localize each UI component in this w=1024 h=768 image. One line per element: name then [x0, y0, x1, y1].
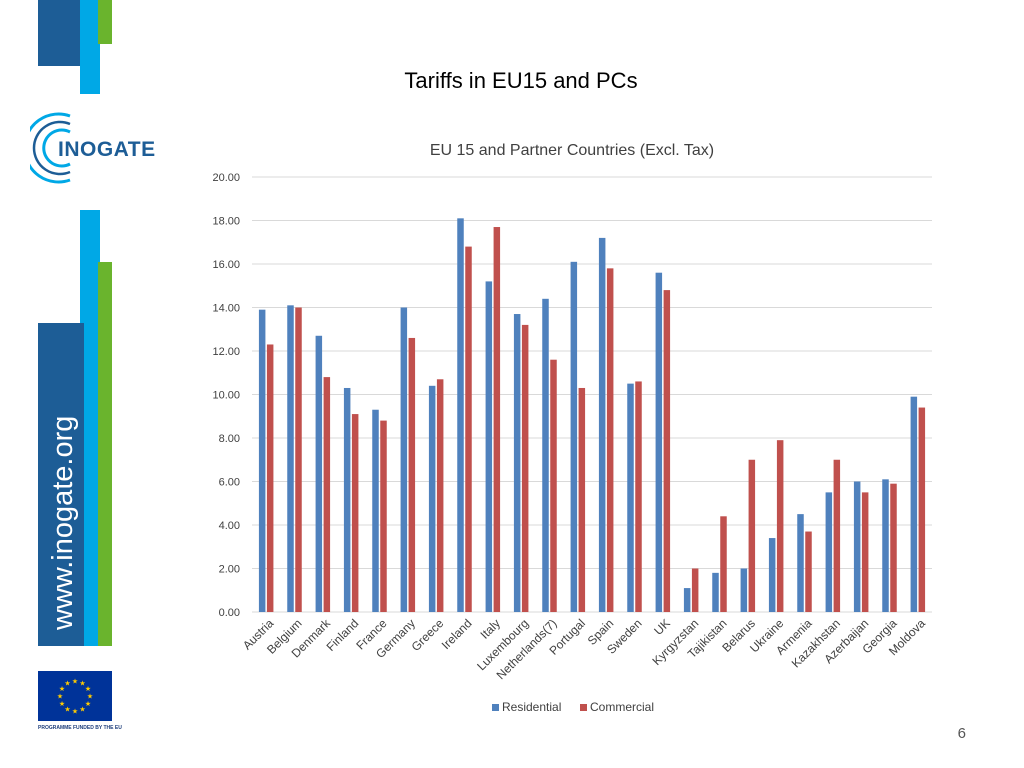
x-tick-label: Greece — [409, 616, 447, 654]
eu-star-icon: ★ — [72, 678, 78, 686]
bar-commercial-denmark — [323, 377, 331, 612]
bar-commercial-italy — [493, 227, 501, 612]
eu-star-icon: ★ — [85, 685, 91, 693]
chart-title: EU 15 and Partner Countries (Excl. Tax) — [430, 142, 714, 159]
bar-residential-armenia — [797, 514, 804, 612]
y-tick-label: 20.00 — [212, 172, 240, 184]
eu-star-icon: ★ — [57, 693, 63, 701]
bar-residential-georgia — [882, 479, 889, 612]
x-tick-label: Finland — [324, 616, 362, 654]
brand-bar-light-mid — [80, 210, 100, 646]
brand-bar-dark-top — [38, 0, 84, 66]
bar-commercial-kyrgyzstan — [691, 568, 699, 612]
eu-flag: ★ ★ ★ ★ ★ ★ ★ ★ ★ ★ ★ ★ — [38, 671, 112, 721]
bar-commercial-france — [380, 420, 387, 612]
bar-residential-spain — [598, 237, 606, 612]
brand-bar-light-top — [80, 0, 100, 94]
bar-residential-finland — [343, 387, 351, 612]
bar-commercial-belarus — [748, 459, 756, 612]
legend-swatch-residential — [492, 704, 499, 711]
brand-bar-green-mid — [98, 262, 112, 646]
bar-residential-austria — [258, 309, 266, 612]
bar-residential-ukraine — [768, 538, 776, 612]
bar-commercial-georgia — [890, 483, 897, 612]
website-label: www.inogate.org — [47, 416, 79, 631]
x-tick-label: Ireland — [439, 616, 475, 652]
website-text: www.inogate.org — [47, 416, 79, 631]
eu-star-icon: ★ — [79, 680, 85, 688]
eu-star-icon: ★ — [85, 700, 91, 708]
y-tick-label: 12.00 — [212, 346, 240, 358]
bar-chart: EU 15 and Partner Countries (Excl. Tax) … — [212, 142, 932, 714]
brand-bar-green-top — [98, 0, 112, 44]
bar-residential-france — [372, 409, 379, 612]
bar-commercial-luxembourg — [521, 324, 529, 612]
eu-star-icon: ★ — [64, 705, 70, 713]
y-tick-label: 16.00 — [212, 259, 240, 271]
bar-commercial-spain — [606, 268, 614, 612]
bar-residential-germany — [400, 307, 408, 612]
bar-commercial-netherlands7 — [550, 359, 557, 612]
bar-residential-sweden — [627, 383, 634, 612]
legend-label-residential: Residential — [502, 700, 561, 714]
y-tick-label: 18.00 — [212, 216, 240, 228]
bar-residential-belgium — [287, 305, 294, 612]
y-tick-label: 4.00 — [219, 520, 240, 532]
eu-stars-icon: ★★★★★★★★★ ★ ★★ — [57, 678, 93, 716]
page-number: 6 — [957, 725, 966, 742]
bar-commercial-ukraine — [776, 440, 784, 612]
bar-residential-netherlands7 — [542, 298, 549, 612]
bar-residential-uk — [655, 272, 663, 612]
logo-text: INOGATE — [58, 138, 156, 161]
bar-residential-denmark — [315, 335, 323, 612]
eu-star-icon: ★ — [59, 700, 65, 708]
bar-residential-ireland — [457, 218, 464, 612]
bar-commercial-greece — [436, 379, 444, 612]
eu-star-icon: ★ — [87, 693, 93, 701]
bar-residential-moldova — [910, 396, 918, 612]
bar-commercial-portugal — [578, 387, 586, 612]
eu-star-icon: ★ — [64, 680, 70, 688]
legend-label-commercial: Commercial — [590, 700, 654, 714]
legend-swatch-commercial — [580, 704, 587, 711]
bar-residential-belarus — [740, 568, 748, 612]
eu-star-icon: ★ — [72, 708, 78, 716]
bar-commercial-tajikistan — [720, 516, 727, 612]
y-tick-label: 10.00 — [212, 390, 240, 402]
brand-bar-dark-mid — [38, 323, 84, 646]
bar-commercial-azerbaijan — [861, 492, 869, 612]
bar-commercial-kazakhstan — [833, 459, 841, 612]
bar-residential-azerbaijan — [853, 481, 861, 612]
bar-residential-kyrgyzstan — [683, 588, 691, 612]
bar-commercial-finland — [351, 414, 359, 612]
bar-commercial-germany — [408, 337, 416, 612]
inogate-logo — [30, 112, 71, 184]
eu-star-icon: ★ — [59, 685, 65, 693]
eu-funding-caption: PROGRAMME FUNDED BY THE EU — [38, 725, 122, 731]
bar-commercial-sweden — [635, 381, 642, 612]
slide-title: Tariffs in EU15 and PCs — [404, 68, 638, 93]
bar-residential-tajikistan — [712, 572, 719, 612]
bar-commercial-moldova — [918, 407, 926, 612]
bar-commercial-austria — [266, 344, 274, 612]
bar-commercial-uk — [663, 290, 671, 612]
bar-commercial-ireland — [465, 246, 472, 612]
bar-residential-kazakhstan — [825, 492, 833, 612]
x-tick-label: UK — [651, 616, 673, 638]
eu-star-icon: ★ — [79, 705, 85, 713]
bar-commercial-belgium — [295, 307, 302, 612]
y-tick-label: 2.00 — [219, 564, 240, 576]
bar-residential-luxembourg — [513, 314, 521, 612]
y-tick-label: 6.00 — [219, 477, 240, 489]
bar-residential-italy — [485, 281, 493, 612]
bar-residential-greece — [428, 385, 436, 612]
y-tick-label: 0.00 — [219, 607, 240, 619]
bar-commercial-armenia — [805, 531, 812, 612]
y-tick-label: 14.00 — [212, 303, 240, 315]
bar-residential-portugal — [570, 261, 578, 612]
y-tick-label: 8.00 — [219, 433, 240, 445]
